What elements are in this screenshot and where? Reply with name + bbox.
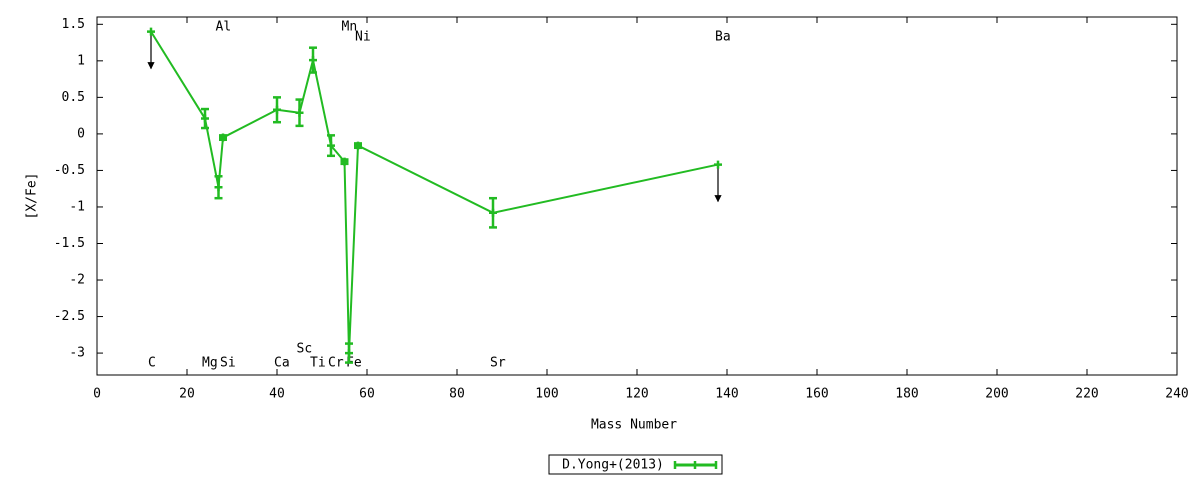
point	[714, 160, 722, 169]
x-tick-label: 200	[985, 387, 1008, 402]
element-label: Mg	[202, 356, 218, 371]
point	[345, 349, 353, 358]
point	[201, 114, 209, 123]
element-label: Sc	[297, 342, 313, 357]
x-tick-label: 180	[895, 387, 918, 402]
x-tick-label: 220	[1075, 387, 1098, 402]
legend-point	[691, 461, 699, 469]
x-tick-label: 140	[715, 387, 738, 402]
x-axis-label: Mass Number	[591, 418, 677, 433]
y-tick-label: -3	[69, 346, 85, 361]
x-tick-label: 160	[805, 387, 828, 402]
element-label: Cr	[328, 356, 344, 371]
point	[214, 183, 223, 192]
point	[354, 141, 362, 150]
point	[309, 56, 317, 65]
y-tick-label: -1.5	[54, 236, 85, 251]
point	[147, 27, 155, 36]
element-label: C	[148, 356, 156, 371]
point	[489, 208, 497, 217]
legend-box	[548, 454, 723, 475]
y-tick-label: -1	[69, 199, 85, 214]
element-label: Si	[220, 356, 236, 371]
legend-label: D.Yong+(2013)	[562, 458, 664, 473]
x-tick-label: 60	[359, 387, 375, 402]
x-tick-label: 80	[449, 387, 465, 402]
element-label: Ba	[715, 30, 731, 45]
element-label: Ti	[310, 356, 326, 371]
y-tick-label: -0.5	[54, 163, 85, 178]
point	[295, 108, 304, 117]
x-tick-label: 100	[535, 387, 558, 402]
y-tick-label: 0	[77, 126, 85, 141]
series-line	[150, 31, 719, 354]
y-tick-label: -2.5	[54, 309, 85, 324]
y-tick-label: -2	[69, 273, 85, 288]
x-tick-label: 120	[625, 387, 648, 402]
x-tick-label: 240	[1165, 387, 1188, 402]
element-label: Mn	[342, 20, 358, 35]
point	[219, 133, 227, 142]
x-tick-label: 20	[179, 387, 195, 402]
y-axis-label: [X/Fe]	[25, 173, 40, 220]
point	[273, 105, 281, 114]
element-label: Ni	[355, 30, 371, 45]
element-label: Al	[216, 20, 232, 35]
legend-sample	[673, 461, 718, 469]
y-tick-label: 1	[77, 53, 85, 68]
y-tick-label: 1.5	[62, 17, 85, 32]
x-tick-label: 0	[93, 387, 101, 402]
point	[340, 157, 349, 166]
point	[327, 141, 335, 150]
x-tick-label: 40	[269, 387, 285, 402]
y-tick-label: 0.5	[62, 90, 85, 105]
plot-frame	[96, 16, 1178, 376]
element-label: Sr	[490, 356, 506, 371]
element-label: Ca	[274, 356, 290, 371]
